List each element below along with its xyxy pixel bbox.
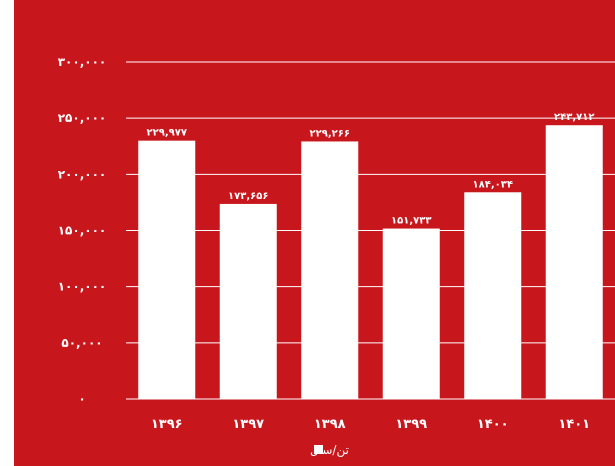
y-tick-label: ۱۰۰,۰۰۰ (58, 280, 107, 294)
x-tick-label: ۱۳۹۹ (395, 417, 427, 432)
bar (219, 203, 277, 399)
legend-label: تن/سال (310, 443, 349, 458)
bars (138, 125, 603, 399)
x-tick-label: ۱۴۰۰ (477, 417, 509, 432)
x-tick-label: ۱۴۰۱ (558, 417, 590, 432)
data-label: ۲۲۹,۹۷۷ (147, 128, 187, 139)
y-tick-label: ۰ (78, 392, 85, 406)
bar-chart: ۰ ۵۰,۰۰۰ ۱۰۰,۰۰۰ ۱۵۰,۰۰۰ ۲۰۰,۰۰۰ ۲۵۰,۰۰۰ ۳۰۰,۰… (58, 55, 615, 458)
data-label: ۱۷۳,۶۵۶ (228, 191, 268, 202)
x-tick-label: ۱۳۹۶ (151, 417, 183, 432)
bar (138, 140, 196, 399)
bar (301, 141, 359, 399)
bar (464, 192, 522, 399)
legend-swatch (314, 445, 323, 454)
legend: تن/سال (310, 443, 349, 458)
x-axis: ۱۳۹۶ ۱۳۹۷ ۱۳۹۸ ۱۳۹۹ ۱۴۰۰ ۱۴۰۱ (151, 417, 590, 432)
x-tick-label: ۱۳۹۷ (232, 417, 264, 432)
y-tick-label: ۲۰۰,۰۰۰ (58, 167, 107, 181)
data-label: ۱۸۴,۰۳۴ (473, 179, 513, 190)
y-axis: ۰ ۵۰,۰۰۰ ۱۰۰,۰۰۰ ۱۵۰,۰۰۰ ۲۰۰,۰۰۰ ۲۵۰,۰۰۰ ۳۰۰,۰… (58, 55, 107, 406)
bar (382, 228, 440, 399)
data-label: ۱۵۱,۷۳۳ (391, 216, 431, 227)
data-labels: ۲۲۹,۹۷۷ ۱۷۳,۶۵۶ ۲۲۹,۲۶۶ ۱۵۱,۷۳۳ ۱۸۴,۰۳۴ ۲۴۳,۷… (147, 112, 595, 226)
chart-frame: ۰ ۵۰,۰۰۰ ۱۰۰,۰۰۰ ۱۵۰,۰۰۰ ۲۰۰,۰۰۰ ۲۵۰,۰۰۰ ۳۰۰,۰… (14, 0, 615, 466)
y-tick-label: ۵۰,۰۰۰ (61, 336, 102, 350)
x-tick-label: ۱۳۹۸ (314, 417, 346, 432)
y-tick-label: ۲۵۰,۰۰۰ (58, 111, 107, 125)
data-label: ۲۲۹,۲۶۶ (310, 128, 350, 139)
y-tick-label: ۳۰۰,۰۰۰ (58, 55, 107, 69)
grid-lines (126, 61, 615, 400)
data-label: ۲۴۳,۷۱۲ (554, 112, 594, 123)
y-tick-label: ۱۵۰,۰۰۰ (58, 224, 107, 238)
bar (545, 125, 603, 399)
